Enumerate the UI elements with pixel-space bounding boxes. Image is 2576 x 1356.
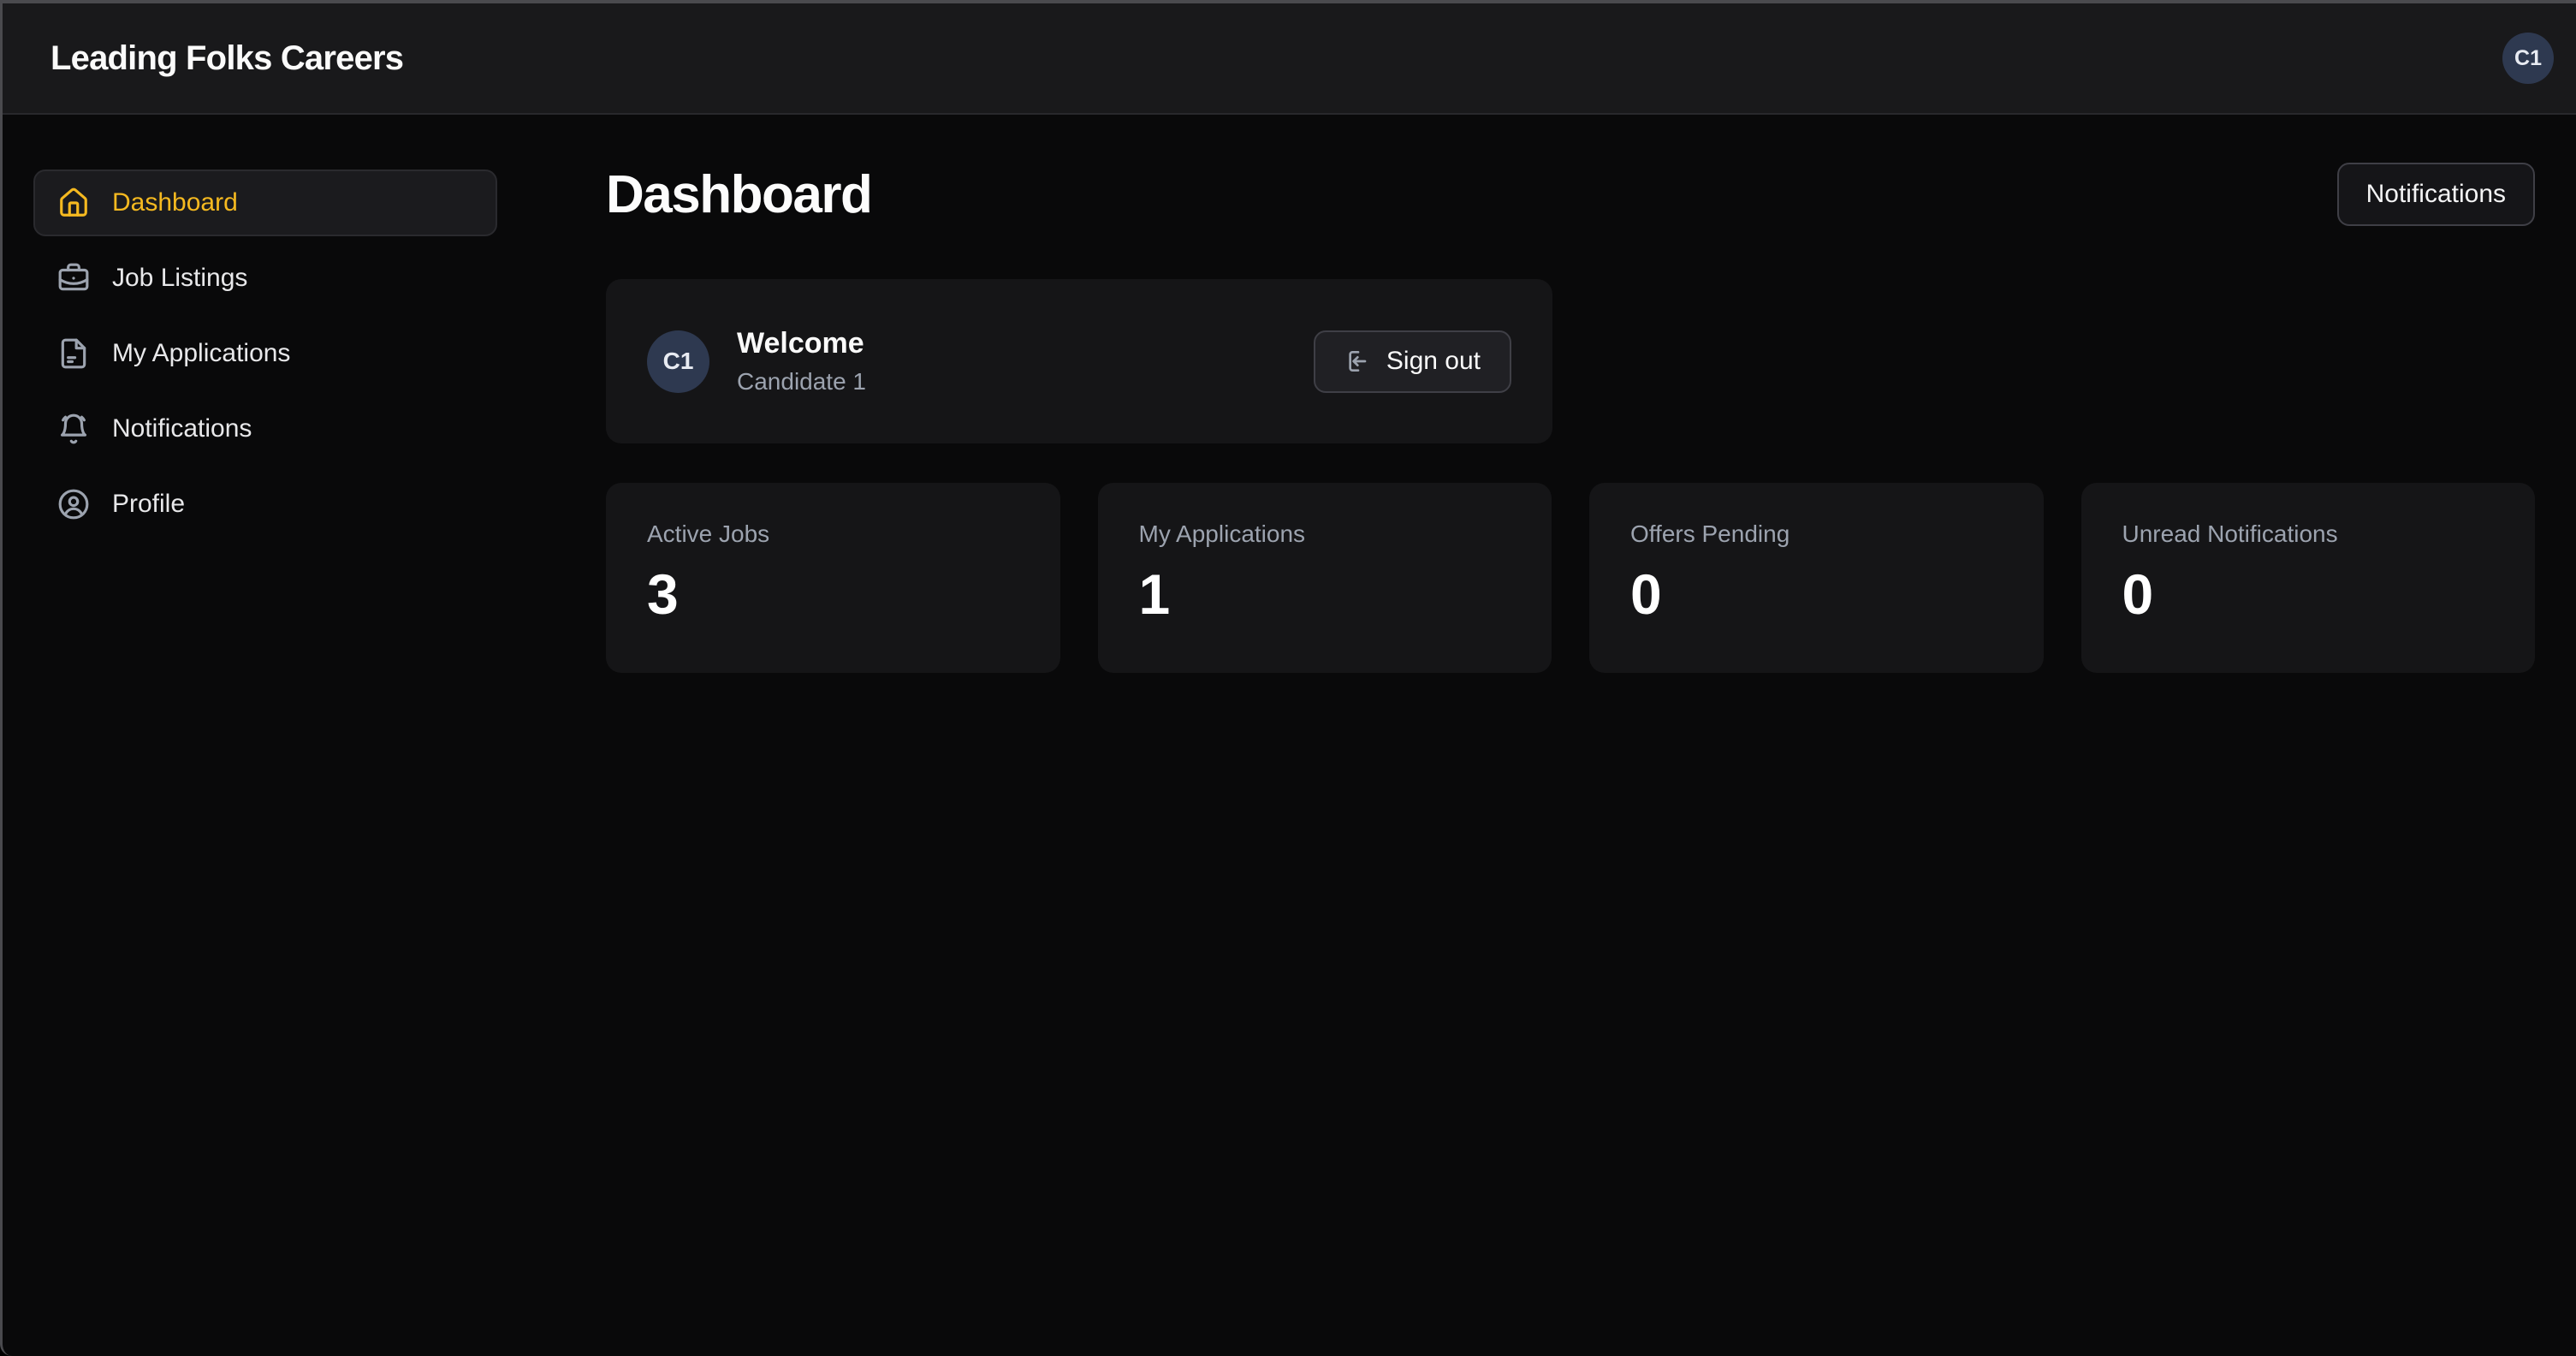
sidebar-item-notifications[interactable]: Notifications <box>33 396 497 462</box>
briefcase-icon <box>57 262 90 294</box>
stat-card-value: 0 <box>2122 562 2154 626</box>
welcome-greeting: Welcome <box>737 327 864 360</box>
stat-card: Unread Notifications 0 <box>2080 483 2535 673</box>
stat-card-value: 1 <box>1138 562 1171 626</box>
notifications-button-label: Notifications <box>2365 180 2506 208</box>
sidebar-item-label: Job Listings <box>112 264 248 292</box>
stat-card: Offers Pending 0 <box>1589 483 2044 673</box>
stat-card-value: 3 <box>647 562 679 626</box>
welcome-text: Welcome Candidate 1 <box>737 327 866 396</box>
sidebar-item-label: My Applications <box>112 339 291 367</box>
sidebar-item-my-applications[interactable]: My Applications <box>33 320 497 387</box>
stat-card-label: My Applications <box>1138 520 1306 547</box>
log-out-icon <box>1344 348 1372 375</box>
page-body: Dashboard Job Listings My Applications N… <box>3 115 2576 1356</box>
bell-icon <box>57 413 90 445</box>
main-header: Dashboard Notifications <box>606 163 2535 226</box>
sidebar-item-job-listings[interactable]: Job Listings <box>33 245 497 312</box>
stat-card-value: 0 <box>1630 562 1662 626</box>
sidebar-item-dashboard[interactable]: Dashboard <box>33 170 497 236</box>
main-content: Dashboard Notifications C1 Welcome Candi… <box>606 115 2576 1356</box>
user-avatar[interactable]: C1 <box>2502 33 2554 84</box>
sidebar-item-label: Profile <box>112 490 186 518</box>
sidebar: Dashboard Job Listings My Applications N… <box>3 115 606 1356</box>
notifications-button[interactable]: Notifications <box>2336 163 2535 226</box>
page-title: Dashboard <box>606 164 873 224</box>
sidebar-item-profile[interactable]: Profile <box>33 471 497 538</box>
sidebar-nav: Dashboard Job Listings My Applications N… <box>33 170 497 538</box>
document-icon <box>57 337 90 370</box>
welcome-avatar: C1 <box>647 330 709 393</box>
welcome-card: C1 Welcome Candidate 1 Sign out <box>606 279 1552 443</box>
sidebar-item-label: Dashboard <box>112 188 238 217</box>
sign-out-label: Sign out <box>1386 347 1481 375</box>
home-icon <box>57 187 90 219</box>
user-icon <box>57 488 90 520</box>
app-title: Leading Folks Careers <box>50 39 404 77</box>
topbar: Leading Folks Careers C1 <box>3 3 2576 115</box>
sidebar-item-label: Notifications <box>112 414 252 443</box>
stat-cards-row: Active Jobs 3 My Applications 1 Offers P… <box>606 483 2535 673</box>
stat-card-label: Offers Pending <box>1630 520 1790 547</box>
stat-card: Active Jobs 3 <box>606 483 1060 673</box>
stat-card-label: Unread Notifications <box>2122 520 2338 547</box>
stat-card-label: Active Jobs <box>647 520 770 547</box>
sign-out-button[interactable]: Sign out <box>1313 330 1511 393</box>
stat-card: My Applications 1 <box>1097 483 1552 673</box>
welcome-user-name: Candidate 1 <box>737 368 867 395</box>
